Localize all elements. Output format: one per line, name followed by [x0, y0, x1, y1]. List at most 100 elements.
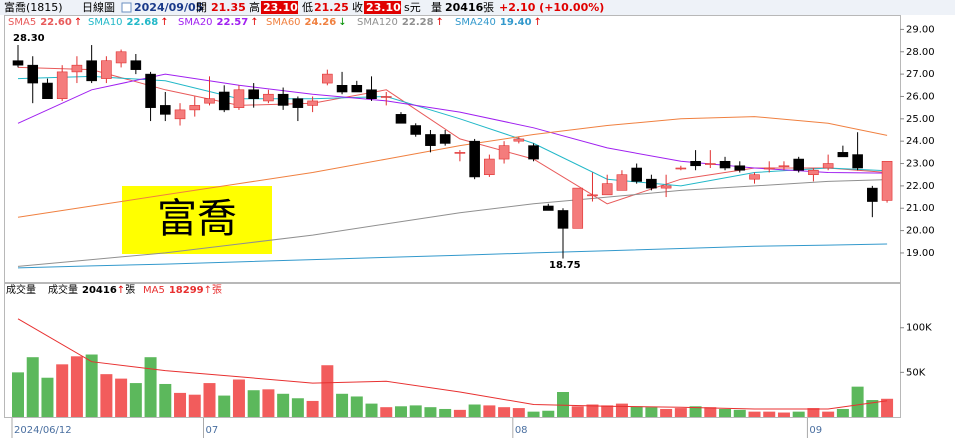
legend-trend: ↑ [436, 17, 444, 28]
volume-bar [498, 407, 511, 417]
volume-bar [660, 408, 673, 417]
high-label: 高 [249, 0, 260, 14]
volume-bar [483, 405, 496, 417]
volume-bar [512, 408, 525, 417]
candle-body [469, 140, 480, 178]
y-tick-label: 50K [906, 367, 926, 378]
candle-body [263, 93, 274, 102]
candle-body [513, 138, 525, 142]
candle-body [542, 205, 554, 211]
volume-bar [571, 406, 584, 417]
volume-bar [12, 372, 24, 417]
candle-body [425, 134, 436, 146]
candle-body [174, 109, 186, 120]
candle-body [204, 98, 215, 104]
volume-label: 量 [431, 1, 442, 14]
volume-bar [277, 393, 290, 417]
candle-body [42, 82, 53, 100]
volume-bar [394, 406, 407, 417]
volume-bar [704, 407, 717, 417]
candle-body [572, 187, 584, 229]
volume-bar [247, 390, 260, 417]
high-value: 23.10 [263, 1, 298, 14]
ma-trend: ↑ [204, 285, 212, 296]
legend-name: SMA240 [455, 17, 496, 28]
volume-name: 成交量 [48, 283, 78, 296]
legend-name: SMA120 [357, 17, 398, 28]
volume-bar [542, 410, 555, 417]
volume-bar [144, 357, 157, 417]
legend-name: SMA20 [178, 17, 213, 28]
volume-bar [188, 394, 201, 417]
candle-body [115, 51, 127, 64]
candle-body [631, 167, 642, 182]
y-tick-label: 29.00 [906, 24, 935, 35]
volume-bar [85, 354, 98, 417]
candle-body [690, 160, 701, 167]
low-annotation: 18.75 [549, 260, 581, 271]
candle-body [322, 73, 333, 84]
volume-bar [866, 400, 879, 417]
candle-body [366, 89, 377, 100]
volume-value: 20416 [445, 1, 484, 14]
volume-bar [601, 405, 614, 417]
volume-unit: 張 [125, 284, 135, 296]
candle-body [778, 165, 790, 168]
volume-ma-legend: MA5 18299↑張 [143, 284, 222, 296]
volume-bar [777, 412, 790, 417]
y-tick-label: 100K [906, 323, 932, 334]
candle-body [380, 96, 392, 98]
volume-bar [70, 356, 83, 417]
y-tick-label: 24.00 [906, 136, 935, 147]
volume-bar [380, 407, 393, 417]
legend-value: 19.40 [500, 17, 532, 28]
candle-body [86, 60, 97, 82]
candle-body [881, 160, 893, 201]
candle-body [852, 154, 863, 169]
candle-body [56, 71, 68, 100]
header-bar [0, 0, 955, 15]
volume-bar [365, 403, 378, 417]
price-panel [4, 15, 901, 283]
ma-unit: 張 [212, 284, 222, 296]
low-label: 低 [302, 1, 313, 14]
volume-bar [881, 398, 894, 417]
volume-bar [586, 404, 599, 417]
close-label: 收 [352, 0, 363, 14]
checkbox[interactable] [121, 2, 132, 13]
volume-title: 成交量 [6, 283, 36, 296]
volume-bar [645, 407, 658, 417]
volume-bar [159, 383, 172, 417]
candle-body [498, 145, 510, 160]
volume-trend: ↑ [117, 285, 125, 296]
candle-body [395, 114, 407, 124]
volume-bar [822, 411, 835, 417]
volume-bar [689, 406, 702, 417]
volume-bar [807, 408, 820, 417]
legend-name: SMA60 [266, 17, 301, 28]
y-tick-label: 22.00 [906, 181, 935, 192]
volume-bar [615, 403, 628, 417]
x-tick-label: 08 [515, 425, 528, 436]
volume-bar [218, 395, 231, 417]
candle-body [705, 163, 716, 165]
volume-bar [174, 392, 187, 417]
candle-body [867, 187, 878, 202]
candle-body [101, 60, 112, 79]
candle-body [292, 98, 304, 108]
stock-name: 富喬(1815) [4, 0, 63, 14]
candle-body [277, 93, 289, 106]
candle-body [160, 105, 171, 115]
volume-bar [203, 383, 216, 417]
candle-body [601, 183, 613, 196]
volume-unit: 張 [483, 1, 494, 14]
volume-bar [719, 408, 732, 417]
volume-value: 20416 [82, 285, 117, 296]
legend-value: 22.28 [402, 17, 434, 28]
volume-bar [674, 408, 687, 417]
volume-ma-line [17, 318, 888, 410]
period: 日線圖 [82, 0, 115, 14]
volume-bar [733, 409, 746, 417]
volume-bar [527, 411, 540, 417]
y-tick-label: 19.00 [906, 248, 935, 259]
